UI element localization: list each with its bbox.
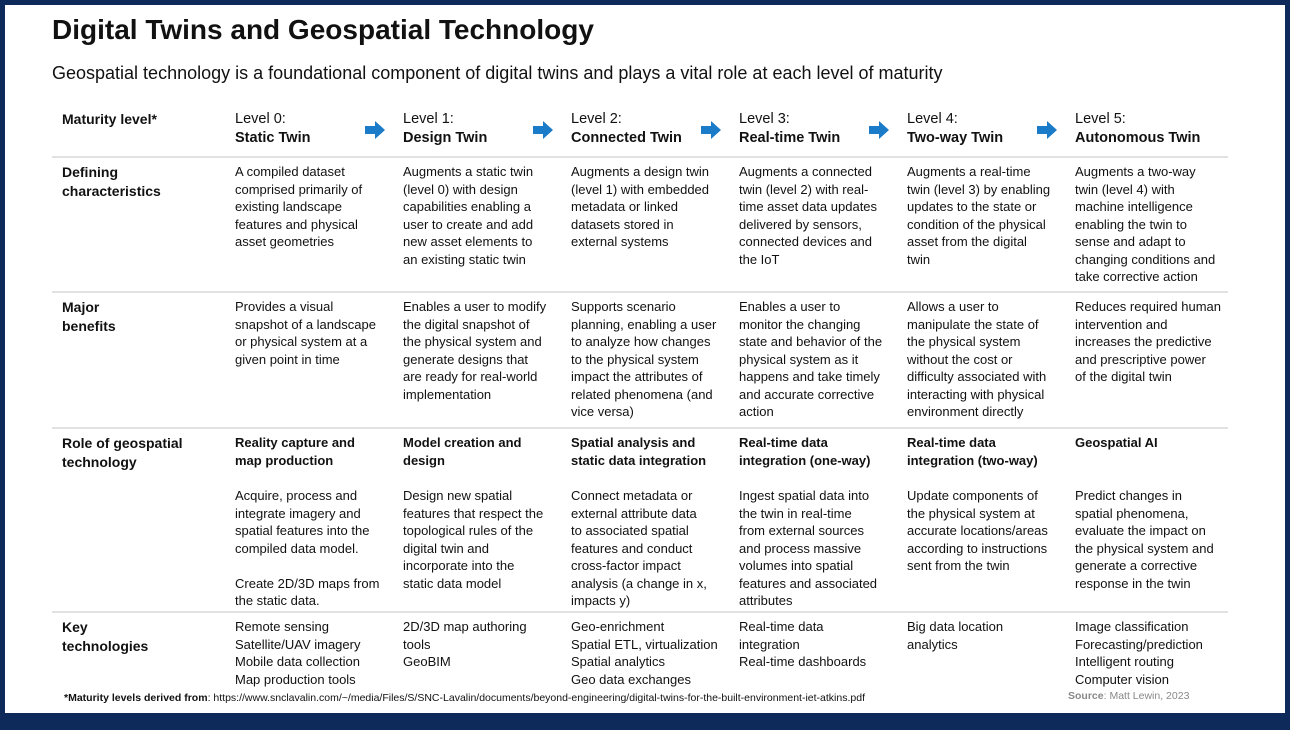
tech-cell: Geo-enrichment Spatial ETL, virtualizati… bbox=[571, 619, 718, 687]
level-header: Level 5: Autonomous Twin bbox=[1075, 110, 1235, 148]
role-heading: Real-time data integration (one-way) bbox=[739, 435, 871, 468]
page-title: Digital Twins and Geospatial Technology bbox=[52, 14, 594, 45]
tech-cell: 2D/3D map authoring tools GeoBIM bbox=[403, 619, 527, 669]
role-heading: Spatial analysis and static data integra… bbox=[571, 435, 707, 468]
role-description: Design new spatial features that respect… bbox=[403, 488, 544, 591]
benefits-cell: Enables a user to modify the digital sna… bbox=[403, 299, 547, 402]
arrow-right-icon bbox=[533, 121, 553, 139]
tech-label: Key technologies bbox=[62, 619, 149, 654]
level-header: Level 3: Real-time Twin bbox=[739, 110, 899, 148]
tech-cell: Big data location analytics bbox=[907, 619, 1004, 652]
level-number: Level 0: bbox=[235, 111, 286, 127]
defining-cell: Augments a design twin (level 1) with em… bbox=[571, 164, 710, 249]
divider bbox=[52, 611, 1228, 613]
level-name: Real-time Twin bbox=[739, 130, 841, 146]
divider bbox=[52, 291, 1228, 293]
level-number: Level 3: bbox=[739, 111, 790, 127]
source-label: Source bbox=[1068, 690, 1104, 702]
defining-cell: Augments a static twin (level 0) with de… bbox=[403, 164, 534, 267]
level-header: Level 0: Static Twin bbox=[235, 110, 395, 148]
defining-cell: Augments a connected twin (level 2) with… bbox=[739, 164, 878, 267]
level-header: Level 4: Two-way Twin bbox=[907, 110, 1067, 148]
defining-cell: A compiled dataset comprised primarily o… bbox=[235, 164, 363, 249]
role-label: Role of geospatial technology bbox=[62, 435, 183, 470]
maturity-label: Maturity level* bbox=[62, 111, 157, 127]
level-name: Static Twin bbox=[235, 130, 311, 146]
level-number: Level 1: bbox=[403, 111, 454, 127]
benefits-cell: Provides a visual snapshot of a landscap… bbox=[235, 299, 376, 367]
role-description: Predict changes in spatial phenomena, ev… bbox=[1075, 488, 1214, 591]
benefits-label: Major benefits bbox=[62, 299, 116, 334]
arrow-right-icon bbox=[701, 121, 721, 139]
role-description: Update components of the physical system… bbox=[907, 488, 1048, 573]
level-name: Design Twin bbox=[403, 130, 488, 146]
role-heading: Real-time data integration (two-way) bbox=[907, 435, 1038, 468]
footnote: *Maturity levels derived from: https://w… bbox=[64, 692, 865, 704]
role-heading: Reality capture and map production bbox=[235, 435, 355, 468]
level-number: Level 2: bbox=[571, 111, 622, 127]
defining-cell: Augments a two-way twin (level 4) with m… bbox=[1075, 164, 1216, 284]
level-name: Autonomous Twin bbox=[1075, 130, 1201, 146]
level-name: Connected Twin bbox=[571, 130, 682, 146]
tech-cell: Image classification Forecasting/predict… bbox=[1075, 619, 1203, 687]
benefits-cell: Reduces required human intervention and … bbox=[1075, 299, 1221, 384]
slide bbox=[5, 5, 1285, 713]
role-heading: Model creation and design bbox=[403, 435, 522, 468]
role-heading: Geospatial AI bbox=[1075, 435, 1158, 450]
role-description: Ingest spatial data into the twin in rea… bbox=[739, 488, 878, 608]
benefits-cell: Enables a user to monitor the changing s… bbox=[739, 299, 883, 419]
level-number: Level 4: bbox=[907, 111, 958, 127]
defining-label: Defining characteristics bbox=[62, 164, 161, 199]
footnote-url: : https://www.snclavalin.com/~/media/Fil… bbox=[207, 692, 865, 704]
arrow-right-icon bbox=[869, 121, 889, 139]
role-description: Connect metadata or external attribute d… bbox=[571, 488, 707, 608]
arrow-right-icon bbox=[365, 121, 385, 139]
source: Source: Matt Lewin, 2023 bbox=[1068, 690, 1189, 702]
level-name: Two-way Twin bbox=[907, 130, 1004, 146]
arrow-right-icon bbox=[1037, 121, 1057, 139]
page-subtitle: Geospatial technology is a foundational … bbox=[52, 63, 943, 83]
level-header: Level 2: Connected Twin bbox=[571, 110, 731, 148]
source-value: : Matt Lewin, 2023 bbox=[1103, 690, 1190, 702]
footnote-label: *Maturity levels derived from bbox=[64, 692, 208, 704]
divider bbox=[52, 156, 1228, 158]
divider bbox=[52, 427, 1228, 429]
tech-cell: Remote sensing Satellite/UAV imagery Mob… bbox=[235, 619, 361, 687]
level-header: Level 1: Design Twin bbox=[403, 110, 563, 148]
benefits-cell: Supports scenario planning, enabling a u… bbox=[571, 299, 717, 419]
defining-cell: Augments a real-time twin (level 3) by e… bbox=[907, 164, 1051, 267]
benefits-cell: Allows a user to manipulate the state of… bbox=[907, 299, 1047, 419]
tech-cell: Real-time data integration Real-time das… bbox=[739, 619, 867, 669]
role-description: Acquire, process and integrate imagery a… bbox=[235, 488, 380, 608]
level-number: Level 5: bbox=[1075, 111, 1126, 127]
